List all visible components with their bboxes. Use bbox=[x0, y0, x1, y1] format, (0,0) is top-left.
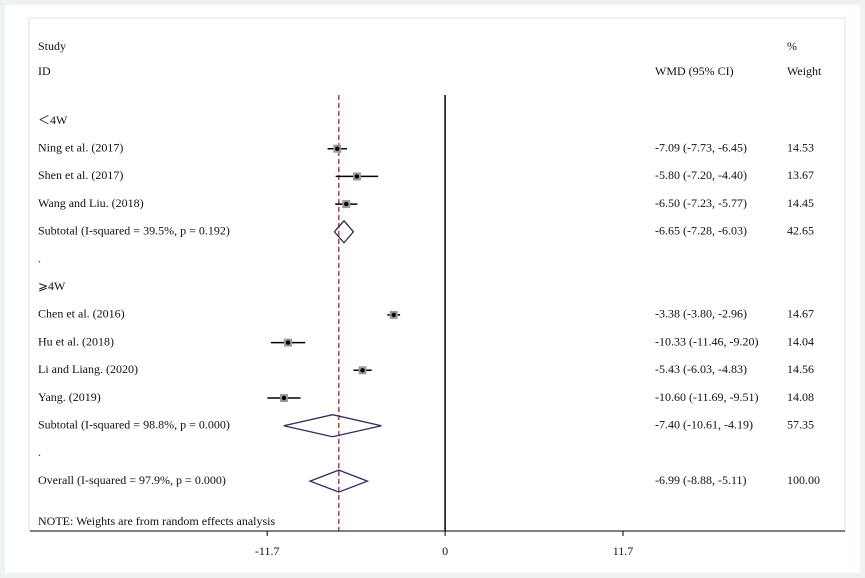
weight-label: 42.65 bbox=[787, 224, 814, 238]
point-estimate bbox=[354, 174, 360, 179]
effect-label: -5.43 (-6.03, -4.83) bbox=[655, 362, 747, 376]
header-weight: Weight bbox=[787, 64, 822, 78]
effect-label: -7.40 (-10.61, -4.19) bbox=[655, 417, 753, 431]
group-label: ＜4W bbox=[38, 113, 68, 127]
point-estimate bbox=[335, 146, 340, 151]
x-tick-label: -11.7 bbox=[255, 544, 280, 558]
weight-label: 14.56 bbox=[787, 362, 814, 376]
study-name: Yang. (2019) bbox=[38, 390, 101, 404]
weight-label: 100.00 bbox=[787, 473, 820, 487]
weight-label: 57.35 bbox=[787, 417, 814, 431]
effect-label: -3.38 (-3.80, -2.96) bbox=[655, 307, 747, 321]
weight-label: 13.67 bbox=[787, 168, 814, 182]
header-id: ID bbox=[38, 64, 51, 78]
header-study: Study bbox=[38, 39, 66, 53]
study-name: Hu et al. (2018) bbox=[38, 334, 114, 348]
effect-label: -10.33 (-11.46, -9.20) bbox=[655, 334, 759, 348]
x-tick-label: 11.7 bbox=[613, 544, 634, 558]
study-name: Li and Liang. (2020) bbox=[38, 362, 138, 376]
header-weight-top: % bbox=[787, 39, 797, 53]
effect-label: -10.60 (-11.69, -9.51) bbox=[655, 390, 759, 404]
point-estimate bbox=[360, 368, 365, 373]
study-name: Subtotal (I-squared = 98.8%, p = 0.000) bbox=[38, 417, 230, 431]
weight-label: 14.04 bbox=[787, 334, 814, 348]
study-name: Ning et al. (2017) bbox=[38, 140, 123, 154]
group-label: ⩾4W bbox=[38, 279, 66, 293]
weight-label: 14.45 bbox=[787, 196, 814, 210]
header-effect: WMD (95% CI) bbox=[655, 64, 734, 78]
pooled-diamond bbox=[283, 414, 382, 438]
weight-label: 14.53 bbox=[787, 140, 814, 154]
separator: . bbox=[38, 251, 41, 265]
point-estimate bbox=[281, 395, 287, 401]
point-estimate bbox=[391, 312, 396, 318]
note: NOTE: Weights are from random effects an… bbox=[38, 514, 276, 528]
effect-label: -5.80 (-7.20, -4.40) bbox=[655, 168, 747, 182]
effect-label: -7.09 (-7.73, -6.45) bbox=[655, 140, 747, 154]
weight-label: 14.67 bbox=[787, 307, 814, 321]
study-name: Shen et al. (2017) bbox=[38, 168, 123, 182]
study-name: Subtotal (I-squared = 39.5%, p = 0.192) bbox=[38, 224, 230, 238]
study-name: Chen et al. (2016) bbox=[38, 307, 125, 321]
study-name: Overall (I-squared = 97.9%, p = 0.000) bbox=[38, 473, 226, 487]
background bbox=[5, 5, 860, 573]
pooled-diamond bbox=[308, 469, 370, 493]
effect-label: -6.99 (-8.88, -5.11) bbox=[655, 473, 747, 487]
effect-label: -6.65 (-7.28, -6.03) bbox=[655, 224, 747, 238]
weight-label: 14.08 bbox=[787, 390, 814, 404]
point-estimate bbox=[344, 201, 349, 207]
separator: . bbox=[38, 445, 41, 459]
pooled-diamond bbox=[333, 219, 355, 244]
x-tick-label: 0 bbox=[442, 544, 448, 558]
study-name: Wang and Liu. (2018) bbox=[38, 196, 144, 210]
effect-label: -6.50 (-7.23, -5.77) bbox=[655, 196, 747, 210]
point-estimate bbox=[285, 340, 291, 345]
